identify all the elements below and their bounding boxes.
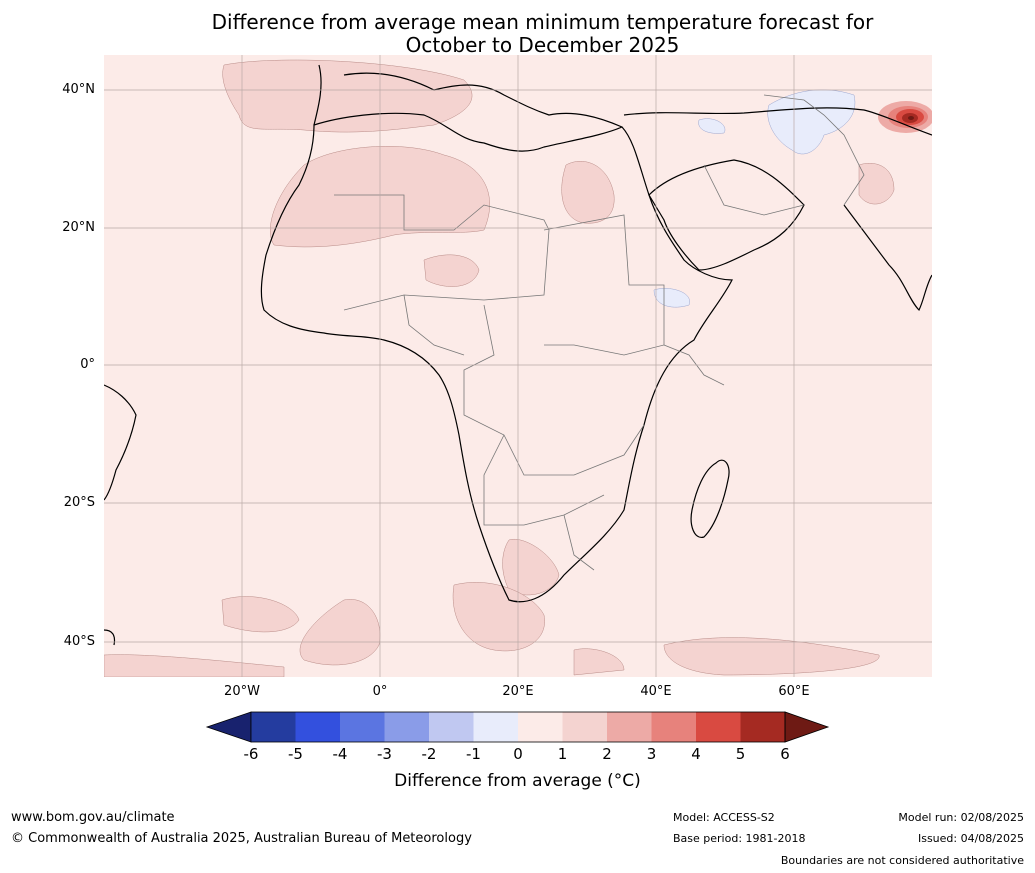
colorbar-tick-label: 5 xyxy=(735,745,746,763)
colorbar-extend-low xyxy=(205,711,252,743)
colorbar-segment xyxy=(607,712,652,742)
coastlines xyxy=(104,64,932,646)
graticule xyxy=(104,55,932,677)
lat-label-0: 0° xyxy=(80,357,95,372)
colorbar xyxy=(205,711,830,743)
colorbar-outline xyxy=(250,711,786,743)
colorbar-tick-label: -2 xyxy=(421,745,437,763)
lon-label-0: 0° xyxy=(372,684,388,699)
colorbar-segment xyxy=(251,712,296,742)
issued-text: Issued: 04/08/2025 xyxy=(917,832,1024,845)
colorbar-segment xyxy=(696,712,741,742)
lat-label-40n: 40°N xyxy=(62,82,95,97)
lat-label-40s: 40°S xyxy=(63,634,95,649)
disclaimer-text: Boundaries are not considered authoritat… xyxy=(780,854,1024,867)
colorbar-segment xyxy=(295,712,340,742)
colorbar-tick-label: -5 xyxy=(288,745,303,763)
colorbar-segment xyxy=(384,712,429,742)
colorbar-tick-label: 6 xyxy=(780,745,790,763)
colorbar-tick-label: 2 xyxy=(602,745,612,763)
lon-label-40e: 40°E xyxy=(640,684,672,699)
colorbar-segment xyxy=(518,712,563,742)
colorbar-segment xyxy=(651,712,696,742)
lon-label-20e: 20°E xyxy=(502,684,534,699)
copyright-text: © Commonwealth of Australia 2025, Austra… xyxy=(11,831,472,846)
colorbar-segment xyxy=(429,712,474,742)
forecast-map xyxy=(104,55,932,677)
website-text: www.bom.gov.au/climate xyxy=(11,810,175,825)
colorbar-segment xyxy=(562,712,607,742)
country-borders xyxy=(334,94,865,571)
colorbar-label: Difference from average (°C) xyxy=(394,771,641,791)
colorbar-tick-label: -4 xyxy=(332,745,348,763)
colorbar-tick-label: 0 xyxy=(513,745,523,763)
model-text: Model: ACCESS-S2 xyxy=(673,811,775,824)
lat-label-20n: 20°N xyxy=(62,220,95,235)
lon-label-20w: 20°W xyxy=(224,684,260,699)
hot-anomaly-spot xyxy=(878,101,932,133)
lon-label-60e: 60°E xyxy=(778,684,810,699)
colorbar-tick-label: -3 xyxy=(377,745,392,763)
colorbar-tick-label: 3 xyxy=(646,745,657,763)
colorbar-segment xyxy=(740,712,785,742)
colorbar-tick-label: 1 xyxy=(557,745,568,763)
colorbar-segment xyxy=(473,712,518,742)
colorbar-segment xyxy=(340,712,385,742)
colorbar-extend-high xyxy=(784,711,830,743)
map-title-line2: October to December 2025 xyxy=(405,33,680,57)
map-title-line1: Difference from average mean minimum tem… xyxy=(211,10,874,34)
cool-anomaly-shading xyxy=(653,89,856,308)
colorbar-tick-label: -1 xyxy=(466,745,481,763)
anomaly-shading xyxy=(104,59,895,677)
lat-label-20s: 20°S xyxy=(63,495,95,510)
colorbar-tick-label: 4 xyxy=(691,745,701,763)
model-run-text: Model run: 02/08/2025 xyxy=(898,811,1024,824)
base-period-text: Base period: 1981-2018 xyxy=(673,832,806,845)
colorbar-tick-label: -6 xyxy=(243,745,259,763)
map-canvas xyxy=(104,55,932,677)
